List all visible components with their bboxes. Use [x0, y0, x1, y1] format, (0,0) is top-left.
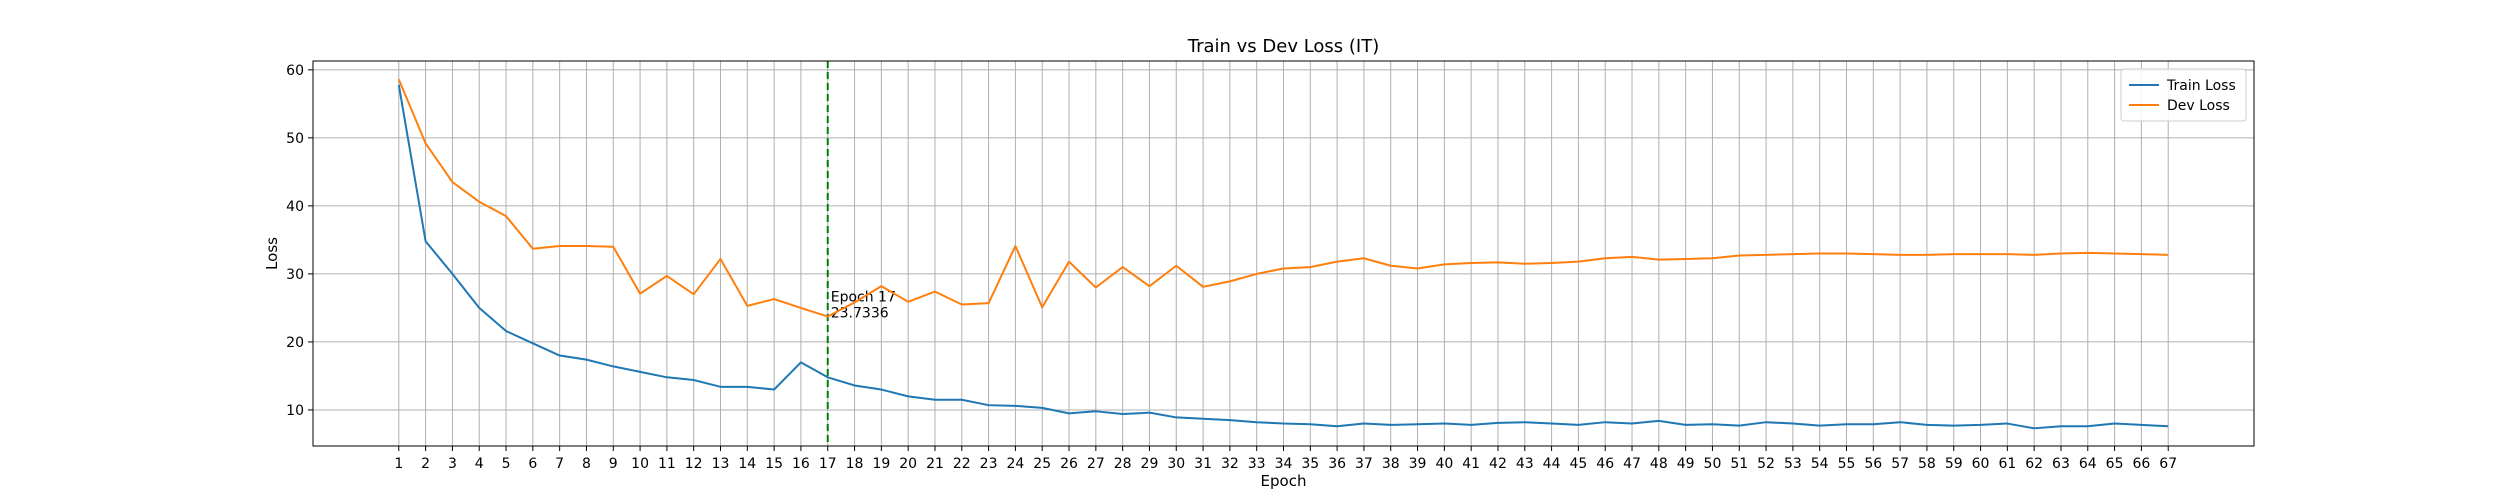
x-tick-label: 50	[1704, 456, 1722, 472]
x-tick-label: 33	[1248, 456, 1266, 472]
x-tick-label: 9	[609, 456, 618, 472]
x-tick-label: 54	[1811, 456, 1829, 472]
x-tick-label: 24	[1006, 456, 1024, 472]
y-tick-label: 30	[286, 267, 304, 283]
x-tick-label: 15	[765, 456, 783, 472]
y-axis-ticks: 10 20 30 40 50 60	[286, 63, 313, 419]
x-tick-label: 1	[394, 456, 403, 472]
x-tick-label: 21	[926, 456, 944, 472]
x-tick-label: 62	[2025, 456, 2043, 472]
x-tick-label: 6	[528, 456, 537, 472]
x-tick-label: 57	[1891, 456, 1909, 472]
x-tick-label: 7	[555, 456, 564, 472]
x-tick-label: 64	[2079, 456, 2097, 472]
y-axis-label: Loss	[263, 237, 281, 270]
x-tick-label: 29	[1141, 456, 1159, 472]
x-tick-label: 65	[2106, 456, 2124, 472]
x-tick-label: 44	[1543, 456, 1561, 472]
x-tick-label: 58	[1918, 456, 1936, 472]
x-tick-label: 53	[1784, 456, 1802, 472]
x-tick-label: 25	[1033, 456, 1051, 472]
x-tick-label: 8	[582, 456, 591, 472]
y-tick-label: 50	[286, 131, 304, 147]
series-line-dev-loss	[397, 78, 2169, 318]
y-tick-label: 20	[286, 335, 304, 351]
x-tick-label: 14	[738, 456, 756, 472]
y-tick-label: 60	[286, 63, 304, 79]
x-tick-label: 23	[980, 456, 998, 472]
x-tick-label: 41	[1462, 456, 1480, 472]
x-tick-label: 20	[899, 456, 917, 472]
series-line-train-loss	[397, 84, 2169, 430]
x-tick-label: 47	[1623, 456, 1641, 472]
x-tick-label: 52	[1757, 456, 1775, 472]
x-tick-label: 36	[1328, 456, 1346, 472]
x-axis-ticks: 1 2 3 4 5 6 7 8 9 10 11 12 13 14 15 16 17 18 19 20 21 22 23 24 2…	[394, 446, 2177, 472]
x-tick-label: 40	[1435, 456, 1453, 472]
series-lines	[397, 78, 2169, 430]
x-tick-label: 17	[819, 456, 837, 472]
legend-box	[2120, 68, 2247, 122]
x-tick-label: 66	[2132, 456, 2150, 472]
x-tick-label: 61	[1998, 456, 2016, 472]
x-tick-label: 56	[1864, 456, 1882, 472]
x-tick-label: 51	[1730, 456, 1748, 472]
x-tick-label: 46	[1596, 456, 1614, 472]
x-tick-label: 2	[421, 456, 430, 472]
y-tick-label: 10	[286, 403, 304, 419]
x-tick-label: 35	[1301, 456, 1319, 472]
x-tick-label: 19	[872, 456, 890, 472]
x-tick-label: 31	[1194, 456, 1212, 472]
x-tick-label: 30	[1167, 456, 1185, 472]
x-tick-label: 34	[1275, 456, 1293, 472]
x-tick-label: 4	[475, 456, 484, 472]
x-tick-label: 32	[1221, 456, 1239, 472]
x-tick-label: 45	[1569, 456, 1587, 472]
legend: Train Loss Dev Loss	[2120, 68, 2247, 122]
x-tick-label: 26	[1060, 456, 1078, 472]
legend-label: Train Loss	[2166, 78, 2236, 94]
grid	[313, 61, 2254, 446]
legend-label: Dev Loss	[2167, 98, 2230, 114]
y-tick-label: 40	[286, 199, 304, 215]
x-tick-label: 28	[1114, 456, 1132, 472]
x-tick-label: 49	[1677, 456, 1695, 472]
x-tick-label: 13	[712, 456, 730, 472]
x-tick-label: 10	[631, 456, 649, 472]
annotation-label-value: 23.7336	[831, 306, 889, 322]
x-tick-label: 43	[1516, 456, 1534, 472]
x-tick-label: 42	[1489, 456, 1507, 472]
x-tick-label: 11	[658, 456, 676, 472]
x-tick-label: 5	[502, 456, 511, 472]
chart-title: Train vs Dev Loss (IT)	[1187, 36, 1380, 57]
x-tick-label: 18	[846, 456, 864, 472]
x-axis-label: Epoch	[1261, 472, 1307, 490]
x-tick-label: 60	[1972, 456, 1990, 472]
x-tick-label: 48	[1650, 456, 1668, 472]
x-tick-label: 12	[685, 456, 703, 472]
x-tick-label: 55	[1838, 456, 1856, 472]
x-tick-label: 22	[953, 456, 971, 472]
x-tick-label: 59	[1945, 456, 1963, 472]
x-tick-label: 27	[1087, 456, 1105, 472]
x-tick-label: 3	[448, 456, 457, 472]
x-tick-label: 16	[792, 456, 810, 472]
x-tick-label: 67	[2159, 456, 2177, 472]
x-tick-label: 39	[1409, 456, 1427, 472]
x-tick-label: 37	[1355, 456, 1373, 472]
x-tick-label: 38	[1382, 456, 1400, 472]
x-tick-label: 63	[2052, 456, 2070, 472]
